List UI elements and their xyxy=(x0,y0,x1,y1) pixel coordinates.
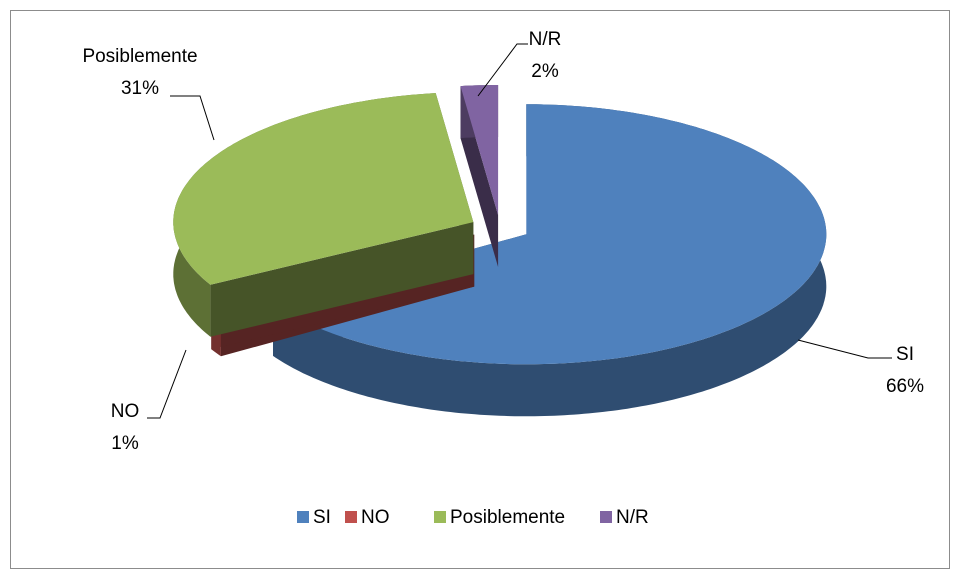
legend-swatch xyxy=(600,511,612,523)
legend-label: NO xyxy=(361,507,390,528)
data-label-value: 31% xyxy=(121,78,159,99)
data-label-value: 66% xyxy=(886,376,924,397)
data-label-name: SI xyxy=(896,344,914,365)
leader-line xyxy=(170,95,215,141)
data-label-value: 2% xyxy=(531,61,559,82)
legend-label: SI xyxy=(313,507,331,528)
data-label-value: 1% xyxy=(111,433,139,454)
leader-line xyxy=(797,339,892,359)
data-label-name: NO xyxy=(111,401,140,422)
legend-swatch xyxy=(345,511,357,523)
legend-label: N/R xyxy=(616,507,649,528)
slice-top xyxy=(173,93,474,285)
legend-swatch xyxy=(434,511,446,523)
legend-swatch xyxy=(297,511,309,523)
slice-wall xyxy=(210,222,474,337)
pie-slice xyxy=(173,93,474,337)
slice-top xyxy=(460,85,499,215)
legend-label: Posiblemente xyxy=(450,507,565,528)
data-label-name: N/R xyxy=(529,29,562,50)
leader-line xyxy=(477,43,528,97)
data-label-name: Posiblemente xyxy=(82,46,197,67)
leader-line xyxy=(147,349,187,419)
pie-slice xyxy=(460,85,499,267)
